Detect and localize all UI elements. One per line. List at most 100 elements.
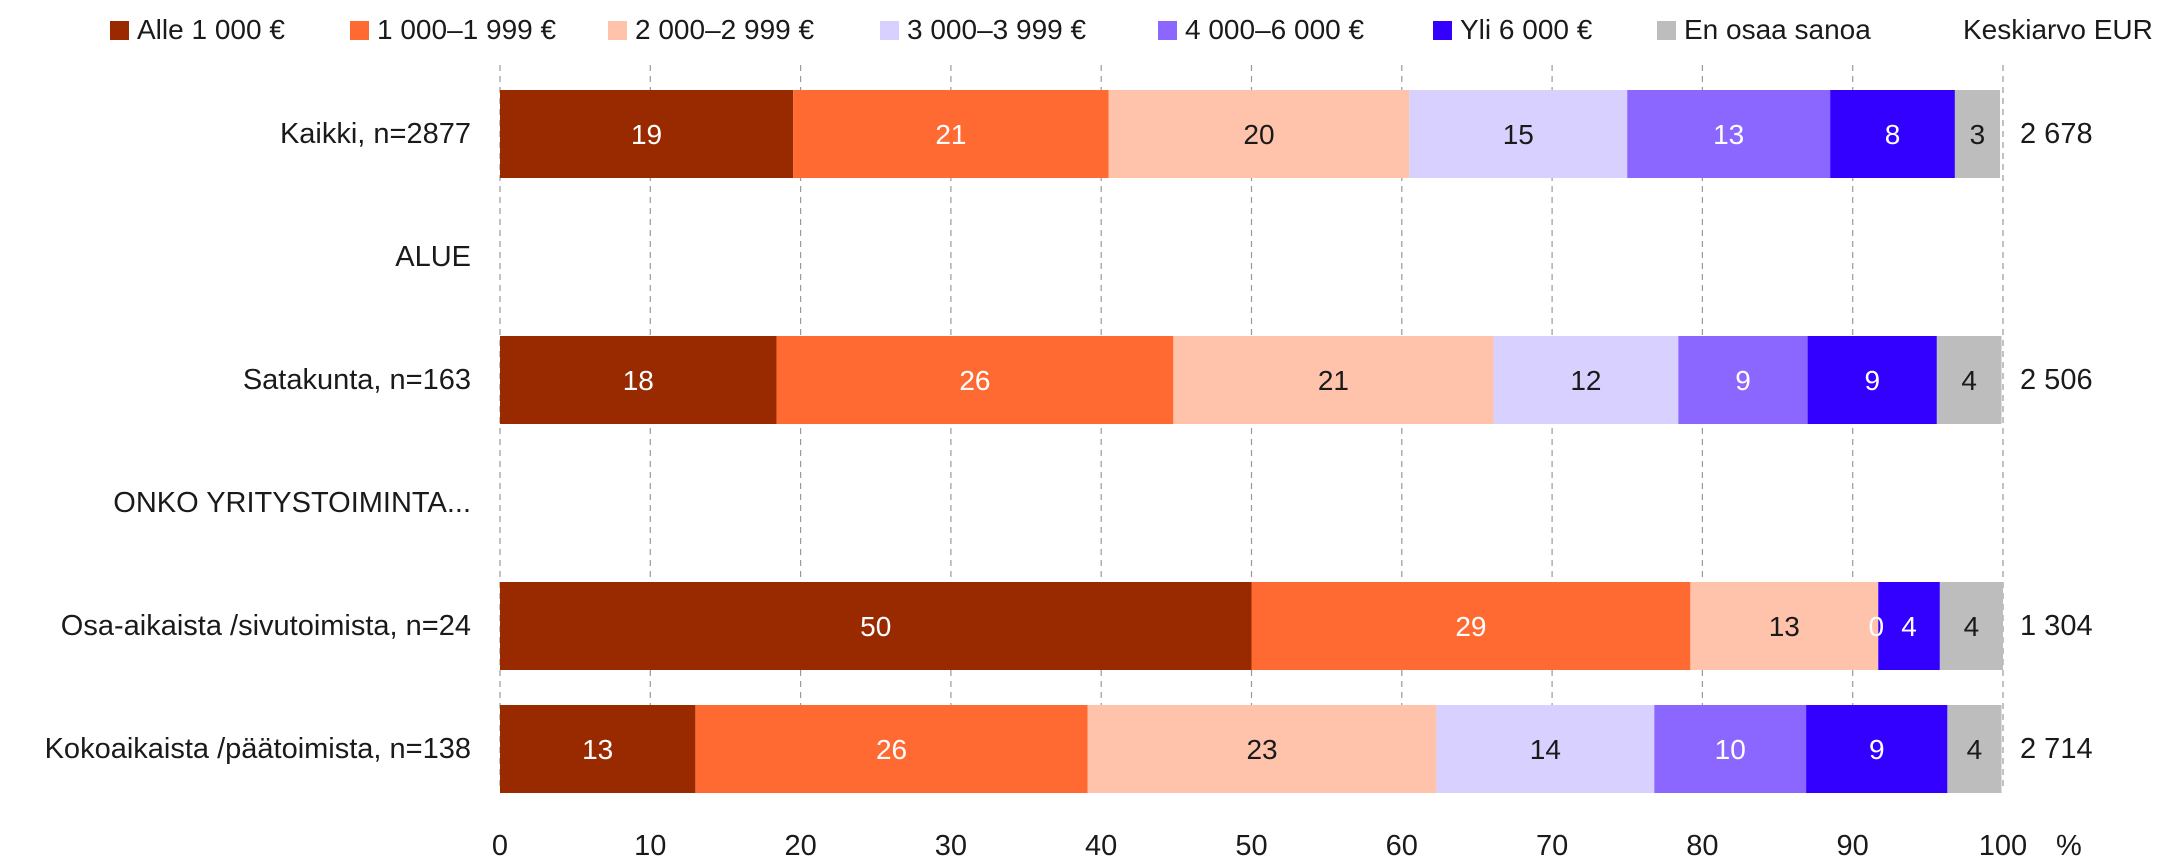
- data-label: 0: [1868, 611, 1884, 642]
- legend-item: En osaa sanoa: [1657, 10, 1871, 50]
- legend-item: Alle 1 000 €: [110, 10, 285, 50]
- bar-segment: [500, 582, 1252, 670]
- legend-item: 4 000–6 000 €: [1158, 10, 1364, 50]
- legend-item: Yli 6 000 €: [1433, 10, 1592, 50]
- data-label: 9: [1864, 365, 1880, 396]
- legend-label: 4 000–6 000 €: [1185, 14, 1365, 45]
- data-label: 12: [1570, 365, 1601, 396]
- data-label: 4: [1961, 365, 1977, 396]
- legend-swatch: [880, 20, 899, 40]
- data-label: 4: [1967, 734, 1983, 765]
- legend-label: Yli 6 000 €: [1460, 14, 1593, 45]
- bar-segment: [776, 336, 1174, 424]
- bar-segment: [1409, 90, 1628, 178]
- bar-segment: [695, 705, 1088, 793]
- x-tick-label: 60: [1385, 830, 1418, 862]
- bar-segment: [1947, 705, 2002, 793]
- legend-label: 1 000–1 999 €: [377, 14, 557, 45]
- bar-segment: [1173, 336, 1494, 424]
- x-tick-label: 10: [634, 830, 667, 862]
- x-tick-label: 0: [491, 830, 509, 862]
- bar-segment: [1807, 336, 1937, 424]
- data-label: 21: [935, 119, 966, 150]
- data-label: 21: [1318, 365, 1349, 396]
- bar-segment: [1493, 336, 1679, 424]
- legend-swatch: [1657, 20, 1676, 40]
- x-tick-label: 50: [1235, 830, 1268, 862]
- data-label: 9: [1869, 734, 1885, 765]
- data-label: 8: [1885, 119, 1901, 150]
- group-header-label: ALUE: [395, 241, 471, 273]
- bar-segment: [1087, 705, 1437, 793]
- chart-data-labels: 19 21 20 15 13 8 318 26 21 12 9 9 450 29 13 0 4 413 26 23 14…: [582, 119, 1985, 765]
- data-label: 4: [1964, 611, 1980, 642]
- bar-segment: [1878, 582, 1940, 670]
- bar-segment: [500, 705, 696, 793]
- bar-segment: [500, 336, 777, 424]
- bar-segment: [793, 90, 1109, 178]
- data-label: 26: [876, 734, 907, 765]
- legend-item: 3 000–3 999 €: [880, 10, 1086, 50]
- bar-segment: [1806, 705, 1948, 793]
- category-label: Osa-aikaista /sivutoimista, n=24: [60, 610, 471, 642]
- legend-swatch: [1158, 20, 1177, 40]
- data-label: 19: [631, 119, 662, 150]
- legend-label: 3 000–3 999 €: [907, 14, 1087, 45]
- x-axis-unit: %: [2056, 830, 2082, 862]
- bar-segment: [1108, 90, 1410, 178]
- bar-segment: [1436, 705, 1655, 793]
- data-label: 14: [1530, 734, 1561, 765]
- data-label: 13: [1713, 119, 1744, 150]
- legend-label: Alle 1 000 €: [137, 14, 285, 45]
- data-label: 26: [959, 365, 990, 396]
- data-label: 20: [1243, 119, 1274, 150]
- bar-segment: [1830, 90, 1955, 178]
- legend-swatch: [1433, 20, 1452, 40]
- data-label: 23: [1246, 734, 1277, 765]
- bar-segment: [1678, 336, 1808, 424]
- bar-segment: [1627, 90, 1831, 178]
- bar-segment: [1654, 705, 1807, 793]
- x-tick-label: 100: [1978, 830, 2028, 862]
- category-label: Kaikki, n=2877: [279, 118, 471, 150]
- legend-swatch: [350, 20, 369, 40]
- legend-item: 1 000–1 999 €: [350, 10, 556, 50]
- x-tick-label: 70: [1535, 830, 1569, 862]
- x-tick-label: 40: [1085, 830, 1118, 862]
- bar-segment: [1936, 336, 2002, 424]
- average-column-header: Keskiarvo EUR: [1963, 14, 2153, 45]
- bar-segment: [1690, 582, 1879, 670]
- data-label: 9: [1735, 365, 1751, 396]
- chart-bars: [500, 90, 2003, 793]
- data-label: 10: [1715, 734, 1746, 765]
- chart-legend: Alle 1 000 € 1 000–1 999 € 2 000–2 999 € 3 …: [0, 10, 2169, 50]
- legend-swatch: [110, 20, 129, 40]
- data-label: 3: [1970, 119, 1986, 150]
- x-tick-label: 20: [784, 830, 817, 862]
- x-tick-label: 90: [1836, 830, 1869, 862]
- data-label: 13: [582, 734, 613, 765]
- category-label: Satakunta, n=163: [242, 364, 471, 396]
- data-label: 29: [1455, 611, 1486, 642]
- bar-segment: [1939, 582, 2003, 670]
- x-tick-label: 80: [1686, 830, 1719, 862]
- data-label: 13: [1769, 611, 1800, 642]
- x-tick-label: 30: [934, 830, 968, 862]
- bar-segment: [1954, 90, 2000, 178]
- data-label: 18: [623, 365, 654, 396]
- data-label: 4: [1901, 611, 1917, 642]
- bar-segment: [1251, 582, 1691, 670]
- category-label: Kokoaikaista /päätoimista, n=138: [44, 733, 471, 765]
- bar-segment: [500, 90, 794, 178]
- average-value: 1 304: [2020, 610, 2093, 642]
- data-label: 50: [860, 611, 891, 642]
- legend-label: En osaa sanoa: [1684, 14, 1871, 45]
- average-value: 2 678: [2020, 118, 2093, 150]
- average-value: 2 714: [2020, 733, 2093, 765]
- average-value: 2 506: [2020, 364, 2093, 396]
- data-label: 15: [1503, 119, 1534, 150]
- legend-label: 2 000–2 999 €: [635, 14, 815, 45]
- legend-swatch: [608, 20, 627, 40]
- group-header-label: ONKO YRITYSTOIMINTA...: [113, 487, 471, 519]
